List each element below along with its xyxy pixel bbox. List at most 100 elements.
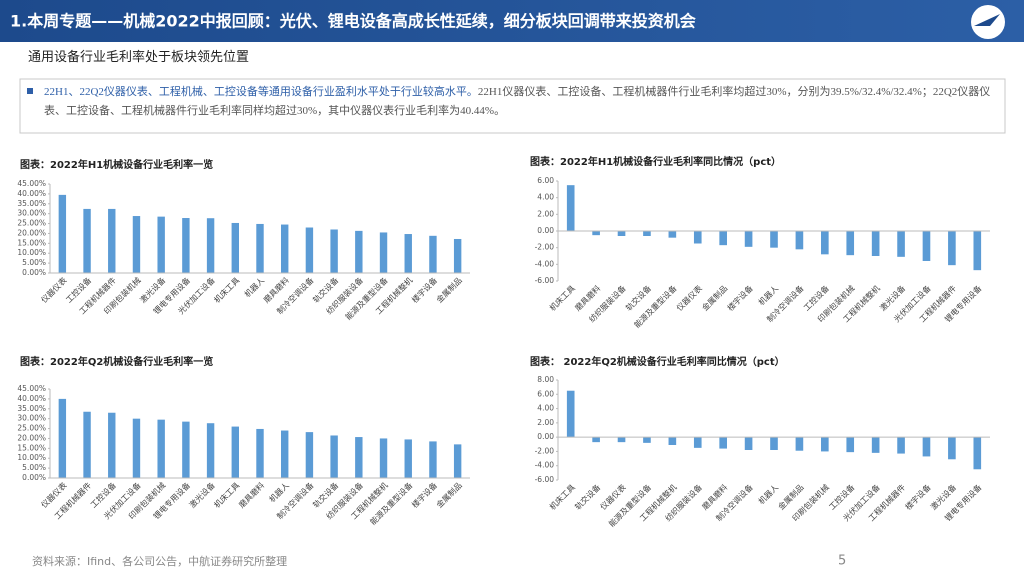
bar [256,223,264,273]
x-tick-label: 楼宇设备 [409,275,439,305]
bar [744,437,753,450]
y-tick-label: 15.00% [17,443,46,452]
bar [281,430,289,478]
x-tick-label: 机床工具 [212,275,242,305]
y-tick-label: 35.00% [17,404,46,413]
y-tick-label: 10.00% [17,453,46,462]
y-tick-label: -2.00 [535,243,555,252]
y-tick-label: 6.00 [537,389,554,398]
bar [770,437,778,450]
y-tick-label: 45.00% [17,179,46,188]
bar [668,231,677,238]
chart-title: 图表：2022年Q2机械设备行业毛利率一览 [20,355,213,368]
bar [592,437,600,443]
bar [355,230,363,273]
x-tick-label: 金属制品 [434,275,464,305]
x-tick-label: 激光设备 [187,480,217,510]
y-tick-label: 4.00 [537,404,554,413]
y-tick-label: 20.00% [17,228,46,237]
bar [897,437,905,454]
bar [617,437,626,443]
bar [453,444,462,478]
x-tick-label: 仪器仪表 [674,283,704,313]
bar [281,224,289,273]
y-tick-label: 6.00 [537,176,554,185]
y-tick-label: 30.00% [17,209,46,218]
bar [821,437,829,452]
callout-lead: 22H1、22Q2仪器仪表、工程机械、工控设备等通用设备行业盈利水平处于行业较高… [44,86,478,98]
y-tick-label: 2.00 [537,209,554,218]
bar [379,232,388,273]
bar [330,435,338,478]
y-tick-label: 2.00 [537,418,554,427]
y-tick-label: 5.00% [22,463,46,472]
y-tick-label: 0.00 [537,432,554,441]
y-tick-label: -2.00 [535,446,555,455]
x-tick-label: 机器人 [756,482,780,506]
x-tick-label: 机器人 [756,283,780,307]
bar [231,222,239,273]
y-tick-label: 0.00% [22,268,46,277]
bar [157,419,165,478]
y-tick-label: 30.00% [17,414,46,423]
bar [846,437,855,453]
header-bar [0,0,1024,42]
bar [453,238,462,273]
bar [821,231,829,255]
bar [404,439,412,478]
bar [922,231,931,261]
callout: 22H1、22Q2仪器仪表、工程机械、工控设备等通用设备行业盈利水平处于行业较高… [44,86,991,117]
bar [305,227,314,273]
bullet [27,88,33,94]
y-tick-label: 40.00% [17,189,46,198]
bar [256,428,264,478]
bar [719,231,727,246]
x-tick-label: 轨交设备 [573,482,603,512]
bar [206,423,215,478]
y-tick-label: 4.00 [537,193,554,202]
bar [83,411,91,478]
y-tick-label: 25.00% [17,219,46,228]
x-tick-label: 能源及重型设备 [606,482,653,529]
subtitle: 通用设备行业毛利率处于板块领先位置 [28,49,249,64]
page-number: 5 [838,554,846,569]
bar [948,437,956,460]
bar [58,398,67,478]
header-title: 1.本周专题——机械2022中报回顾：光伏、锂电设备高成长性延续，细分板块回调带… [10,12,696,31]
bar [871,231,880,256]
y-tick-label: 15.00% [17,238,46,247]
x-tick-label: 楼宇设备 [409,480,439,510]
x-tick-label: 机床工具 [547,482,577,512]
bar [846,231,855,256]
bar [83,208,91,273]
y-tick-label: 35.00% [17,199,46,208]
y-tick-label: -4.00 [535,259,555,268]
x-tick-label: 机器人 [242,275,266,299]
x-tick-label: 能源及重型设备 [343,275,390,322]
x-tick-label: 仪器仪表 [39,275,69,305]
chart-title: 图表： 2022年Q2机械设备行业毛利率同比情况（pct） [530,355,785,368]
y-tick-label: 20.00% [17,433,46,442]
x-tick-label: 楼宇设备 [903,482,933,512]
x-tick-label: 机器人 [267,480,291,504]
bar [973,231,982,271]
bar [592,231,600,236]
bar [330,229,338,273]
bar [108,208,116,273]
bar [566,185,575,231]
bar [719,437,727,449]
x-tick-label: 机床工具 [547,283,577,313]
callout-body: 22H1仪器仪表、工控设备、工程机械器件行业毛利率均超过30%，分别为39.5%… [44,86,991,117]
logo-mark [974,14,1000,26]
bar [429,235,437,273]
bar [973,437,982,470]
bar [922,437,931,457]
bar [795,437,804,451]
bar [58,194,67,273]
y-tick-label: 0.00% [22,473,46,482]
x-tick-label: 机床工具 [212,480,242,510]
bar [795,231,804,250]
y-tick-label: 25.00% [17,424,46,433]
x-tick-label: 金属制品 [434,480,464,510]
y-tick-label: 45.00% [17,384,46,393]
